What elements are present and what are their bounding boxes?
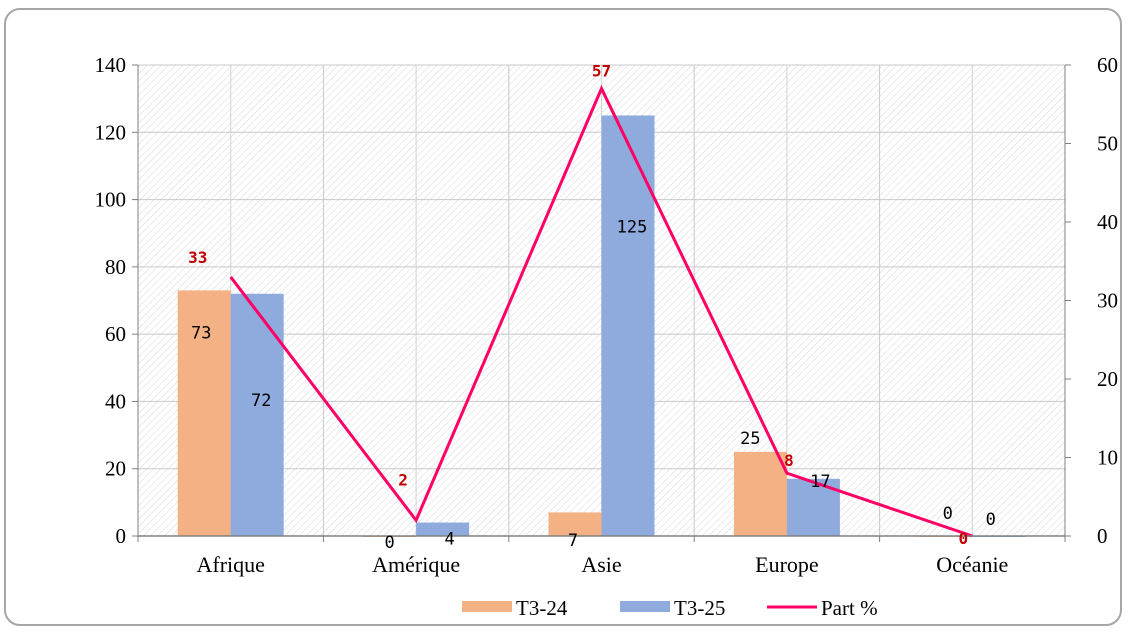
x-tick-label: Amérique — [372, 552, 460, 577]
x-tick-label: Afrique — [196, 552, 264, 577]
legend-label: T3-24 — [516, 596, 568, 620]
y-tick-label: 0 — [116, 524, 127, 548]
y-tick-label: 40 — [105, 389, 126, 413]
y-tick-label: 120 — [95, 120, 127, 144]
x-tick-label: Asie — [581, 552, 621, 577]
y2-tick-label: 0 — [1097, 524, 1108, 548]
legend: T3-24 T3-25 Part % — [462, 596, 878, 620]
line-label-part: 2 — [398, 470, 408, 489]
x-tick-label: Europe — [755, 552, 819, 577]
line-label-part: 0 — [958, 529, 968, 548]
y2-tick-label: 30 — [1097, 289, 1118, 313]
part-line-path — [229, 84, 973, 538]
bar-t3-25 — [416, 522, 470, 536]
line-label-part: 8 — [784, 451, 794, 470]
y-tick-label: 20 — [105, 457, 126, 481]
y-tick-label: 80 — [105, 255, 126, 279]
legend-label: T3-25 — [674, 596, 725, 620]
y2-tick-label: 50 — [1097, 132, 1118, 156]
bar-t3-24 — [733, 451, 787, 536]
bar-t3-24 — [548, 512, 602, 536]
y-tick-label: 60 — [105, 322, 126, 346]
line-label-part: 57 — [592, 62, 611, 81]
y-tick-label: 100 — [95, 188, 127, 212]
bar-label-t3-25: 17 — [810, 472, 830, 492]
y2-tick-label: 20 — [1097, 367, 1118, 391]
bar-t3-24 — [177, 290, 231, 536]
line-label-part: 33 — [188, 248, 207, 267]
legend-swatch — [462, 601, 512, 612]
bar-label-t3-25: 0 — [986, 510, 996, 530]
bar-t3-25 — [230, 293, 284, 536]
bar-label-t3-24: 0 — [943, 504, 953, 524]
bar-label-t3-24: 25 — [740, 429, 760, 449]
part-line — [229, 84, 973, 538]
bar-label-t3-25: 72 — [251, 391, 271, 411]
y2-tick-label: 40 — [1097, 210, 1118, 234]
bar-label-t3-25: 4 — [444, 530, 454, 550]
bars — [177, 115, 1026, 537]
y2-tick-label: 60 — [1097, 53, 1118, 77]
y-tick-label: 140 — [95, 53, 127, 77]
bar-label-t3-25: 125 — [617, 217, 648, 237]
y2-tick-label: 10 — [1097, 446, 1118, 470]
legend-swatch — [620, 601, 670, 612]
x-tick-label: Océanie — [936, 552, 1008, 577]
bar-label-t3-24: 0 — [384, 533, 394, 553]
bar-t3-25 — [601, 115, 655, 536]
legend-label: Part % — [821, 596, 878, 620]
bar-label-t3-24: 73 — [191, 323, 211, 343]
bar-label-t3-24: 7 — [568, 531, 578, 551]
